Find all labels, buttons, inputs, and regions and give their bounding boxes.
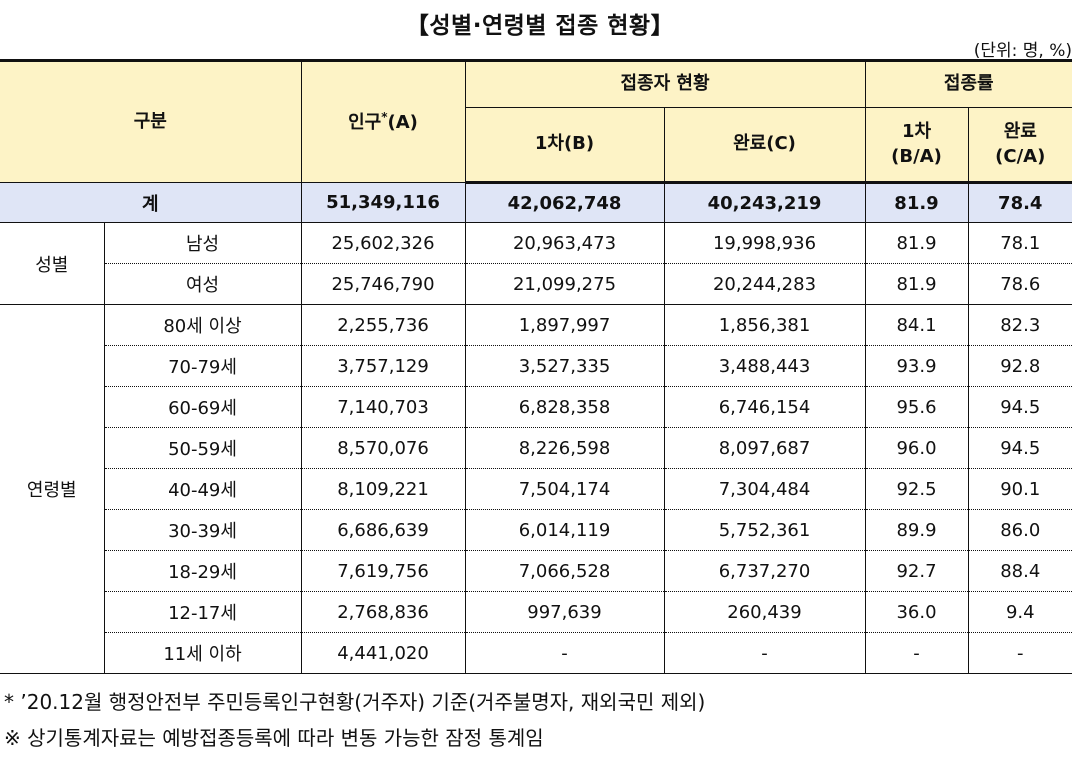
cell-rate-completed: -: [968, 632, 1073, 674]
cell-completed: 6,737,270: [664, 550, 866, 592]
cell-population: 8,109,221: [301, 468, 466, 510]
cell-rate-completed: 88.4: [968, 550, 1073, 592]
header-population: 인구*(A): [301, 59, 466, 183]
cell-completed: 6,746,154: [664, 386, 866, 428]
cell-first: 21,099,275: [465, 263, 665, 305]
table-row: 18-29세 7,619,756 7,066,528 6,737,270 92.…: [0, 550, 1073, 592]
cell-completed: 1,856,381: [664, 304, 866, 346]
cell-rate-first: 81.9: [865, 182, 969, 223]
cell-completed: -: [664, 632, 866, 674]
cell-first: 997,639: [465, 591, 665, 633]
header-rate-first: 1차 (B/A): [865, 107, 969, 184]
row-label: 남성: [104, 222, 302, 264]
cell-rate-completed: 78.1: [968, 222, 1073, 264]
row-label: 30-39세: [104, 509, 302, 551]
header-vaccinated-group: 접종자 현황: [465, 59, 866, 108]
header-rate-completed: 완료 (C/A): [968, 107, 1073, 184]
row-label: 18-29세: [104, 550, 302, 592]
group-label-age: 연령별: [0, 304, 105, 674]
cell-population: 51,349,116: [301, 182, 466, 223]
table-row: 50-59세 8,570,076 8,226,598 8,097,687 96.…: [0, 427, 1073, 469]
cell-rate-completed: 78.4: [968, 182, 1073, 223]
cell-population: 7,140,703: [301, 386, 466, 428]
cell-population: 3,757,129: [301, 345, 466, 387]
cell-completed: 19,998,936: [664, 222, 866, 264]
cell-rate-completed: 94.5: [968, 386, 1073, 428]
cell-population: 25,746,790: [301, 263, 466, 305]
footnote-population-source: * ’20.12월 행정안전부 주민등록인구현황(거주자) 기준(거주불명자, …: [4, 690, 706, 714]
row-label: 70-79세: [104, 345, 302, 387]
row-label: 50-59세: [104, 427, 302, 469]
table-title: 【성별·연령별 접종 현황】: [405, 13, 675, 39]
table-row: 성별 남성 25,602,326 20,963,473 19,998,936 8…: [0, 222, 1073, 305]
cell-population: 2,255,736: [301, 304, 466, 346]
table-row: 11세 이하 4,441,020 - - - -: [0, 632, 1073, 674]
header-completed: 완료(C): [664, 107, 866, 184]
cell-rate-completed: 92.8: [968, 345, 1073, 387]
cell-completed: 20,244,283: [664, 263, 866, 305]
table-row: 12-17세 2,768,836 997,639 260,439 36.0 9.…: [0, 591, 1073, 633]
cell-first: 42,062,748: [465, 182, 665, 223]
cell-completed: 5,752,361: [664, 509, 866, 551]
cell-rate-first: 81.9: [865, 222, 969, 264]
table-row: 70-79세 3,757,129 3,527,335 3,488,443 93.…: [0, 345, 1073, 387]
table-row: 60-69세 7,140,703 6,828,358 6,746,154 95.…: [0, 386, 1073, 428]
cell-population: 2,768,836: [301, 591, 466, 633]
cell-completed: 3,488,443: [664, 345, 866, 387]
cell-first: 7,066,528: [465, 550, 665, 592]
cell-population: 8,570,076: [301, 427, 466, 469]
header-rate-group: 접종률: [865, 59, 1073, 108]
cell-first: 8,226,598: [465, 427, 665, 469]
unit-label: (단위: 명, %): [973, 41, 1072, 61]
cell-rate-completed: 78.6: [968, 263, 1073, 305]
cell-rate-first: 36.0: [865, 591, 969, 633]
row-label: 계: [0, 182, 302, 223]
cell-population: 7,619,756: [301, 550, 466, 592]
row-label: 12-17세: [104, 591, 302, 633]
row-label: 40-49세: [104, 468, 302, 510]
cell-rate-completed: 90.1: [968, 468, 1073, 510]
cell-rate-first: 92.5: [865, 468, 969, 510]
cell-rate-first: 93.9: [865, 345, 969, 387]
cell-rate-completed: 9.4: [968, 591, 1073, 633]
cell-rate-first: 81.9: [865, 263, 969, 305]
cell-completed: 7,304,484: [664, 468, 866, 510]
cell-first: 6,014,119: [465, 509, 665, 551]
cell-rate-first: -: [865, 632, 969, 674]
vaccination-table: 구분 인구*(A) 접종자 현황 접종률 1차(B) 완료(C) 1차 (B/A)…: [0, 59, 1073, 674]
cell-completed: 8,097,687: [664, 427, 866, 469]
table-row: 30-39세 6,686,639 6,014,119 5,752,361 89.…: [0, 509, 1073, 551]
row-label: 11세 이하: [104, 632, 302, 674]
cell-first: 1,897,997: [465, 304, 665, 346]
total-row: 계 51,349,116 42,062,748 40,243,219 81.9 …: [0, 182, 1073, 223]
cell-rate-completed: 94.5: [968, 427, 1073, 469]
cell-first: 7,504,174: [465, 468, 665, 510]
cell-population: 4,441,020: [301, 632, 466, 674]
table-row: 여성 25,746,790 21,099,275 20,244,283 81.9…: [0, 263, 1073, 305]
cell-rate-first: 92.7: [865, 550, 969, 592]
cell-rate-first: 89.9: [865, 509, 969, 551]
row-label: 80세 이상: [104, 304, 302, 346]
footnote-provisional: ※ 상기통계자료는 예방접종등록에 따라 변동 가능한 잠정 통계임: [4, 726, 544, 750]
cell-population: 6,686,639: [301, 509, 466, 551]
row-label: 60-69세: [104, 386, 302, 428]
cell-first: -: [465, 632, 665, 674]
cell-first: 6,828,358: [465, 386, 665, 428]
cell-population: 25,602,326: [301, 222, 466, 264]
header-category: 구분: [0, 59, 302, 183]
cell-first: 20,963,473: [465, 222, 665, 264]
cell-rate-completed: 82.3: [968, 304, 1073, 346]
header-first-dose: 1차(B): [465, 107, 665, 184]
table-row: 40-49세 8,109,221 7,504,174 7,304,484 92.…: [0, 468, 1073, 510]
cell-completed: 260,439: [664, 591, 866, 633]
table-row: 연령별 80세 이상 2,255,736 1,897,997 1,856,381…: [0, 304, 1073, 674]
cell-rate-completed: 86.0: [968, 509, 1073, 551]
cell-first: 3,527,335: [465, 345, 665, 387]
row-label: 여성: [104, 263, 302, 305]
group-label-sex: 성별: [0, 222, 105, 305]
cell-completed: 40,243,219: [664, 182, 866, 223]
cell-rate-first: 96.0: [865, 427, 969, 469]
cell-rate-first: 84.1: [865, 304, 969, 346]
cell-rate-first: 95.6: [865, 386, 969, 428]
